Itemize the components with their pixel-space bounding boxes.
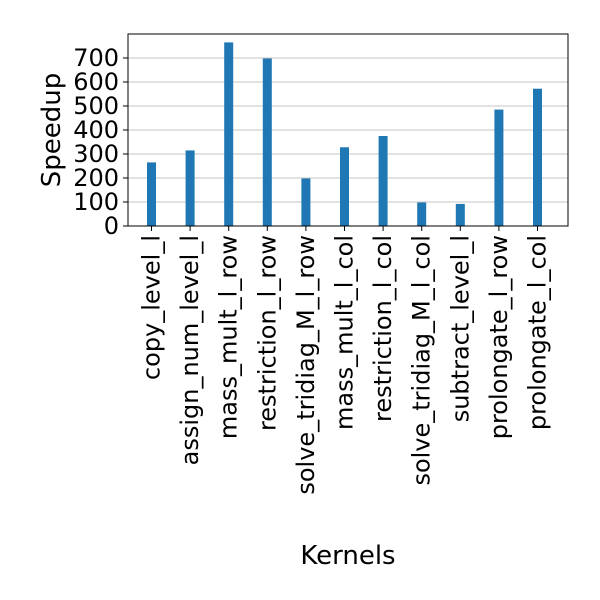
bar: [185, 150, 195, 226]
bar: [301, 178, 311, 226]
x-tick-label: subtract_level_l: [446, 235, 474, 422]
x-tick-label: mass_mult_l_row: [215, 235, 243, 439]
x-tick-label: mass_mult_l_col: [331, 235, 359, 430]
bar: [147, 162, 156, 226]
y-tick-label: 400: [73, 116, 119, 144]
x-tick-label: solve_tridiag_M_l_col: [408, 235, 436, 486]
y-tick-label: 0: [104, 212, 119, 240]
x-tick-label: solve_tridiag_M_l_row: [292, 235, 320, 495]
bar: [494, 109, 504, 226]
bars: [147, 42, 542, 227]
bar: [340, 147, 349, 226]
y-tick-label: 100: [73, 188, 119, 216]
y-tick-label: 500: [73, 92, 119, 120]
x-axis-ticks: copy_level_l assign_num_level_l mass_mult_…: [138, 226, 552, 495]
bar: [378, 136, 388, 226]
y-tick-label: 700: [73, 44, 119, 72]
x-tick-label: assign_num_level_l: [176, 235, 204, 465]
x-tick-label: copy_level_l: [138, 235, 166, 380]
bar: [533, 88, 542, 226]
y-tick-label: 300: [73, 140, 119, 168]
y-axis-label: Speedup: [37, 73, 67, 188]
y-tick-label: 200: [73, 164, 119, 192]
bar: [455, 203, 465, 226]
y-tick-label: 600: [73, 68, 119, 96]
x-tick-label: prolongate_l_col: [524, 235, 552, 430]
x-tick-label: restriction_l_row: [253, 235, 281, 431]
x-axis-label: Kernels: [300, 541, 395, 571]
bar: [224, 42, 234, 227]
bar: [262, 58, 272, 227]
x-tick-label: restriction_l_col: [369, 235, 397, 422]
bar: [417, 202, 427, 226]
x-tick-label: prolongate_l_row: [485, 235, 513, 439]
